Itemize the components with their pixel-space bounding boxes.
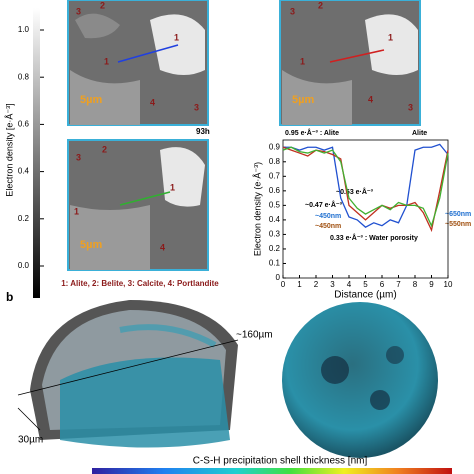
colorbar <box>33 8 40 298</box>
data-line <box>283 143 449 228</box>
phase-number: 4 <box>160 242 165 252</box>
phase-number: 1 <box>174 32 179 42</box>
y-tick-label: 0.8 <box>269 157 281 166</box>
phase-number: 2 <box>100 0 105 10</box>
scale-bar: 5µm <box>292 94 314 106</box>
y-axis-label: Electron density (e·Å⁻³) <box>252 162 262 256</box>
x-tick-label: 9 <box>429 280 434 289</box>
annotation: ~650nm <box>445 211 471 218</box>
colorbar-label: C-S-H precipitation shell thickness [nm] <box>193 456 368 467</box>
phase-number: 4 <box>150 97 155 107</box>
x-tick-label: 7 <box>396 280 401 289</box>
colorbar <box>92 468 452 474</box>
annotation: ~0.53 e·Å⁻³ <box>336 187 374 196</box>
phase-legend: 1: Alite, 2: Belite, 3: Calcite, 4: Port… <box>61 279 219 288</box>
depth-label: 30µm <box>18 435 43 446</box>
colorbar-tick-label: 0.0 <box>18 261 30 270</box>
annotation: ~0.47 e·Å⁻³ <box>305 200 343 209</box>
phase-number: 1 <box>300 56 305 66</box>
annotation: Alite <box>412 130 427 137</box>
render-3d <box>17 300 438 458</box>
annotation: 0.33 e·Å⁻³ : Water porosity <box>330 233 418 242</box>
x-tick-label: 3 <box>330 280 335 289</box>
y-tick-label: 0 <box>276 273 281 282</box>
x-axis-label: Distance (µm) <box>334 290 396 301</box>
y-tick-label: 0.3 <box>269 230 281 239</box>
y-tick-label: 0.5 <box>269 200 281 209</box>
y-tick-label: 0.4 <box>269 215 281 224</box>
phase-number: 4 <box>368 94 373 104</box>
x-tick-label: 8 <box>413 280 418 289</box>
x-tick-label: 2 <box>314 280 319 289</box>
micrograph: 3 2 1 1 4 5µm <box>67 139 209 271</box>
colorbar-tick-label: 0.4 <box>18 167 30 176</box>
y-tick-label: 0.6 <box>269 186 281 195</box>
micrograph: 3 2 1 1 4 3 5µm <box>279 0 421 126</box>
x-tick-label: 6 <box>380 280 385 289</box>
x-tick-label: 5 <box>363 280 368 289</box>
colorbar-tick-label: 0.6 <box>18 120 30 129</box>
colorbar-label: Electron density [e·Å⁻³] <box>4 103 14 196</box>
y-tick-label: 0.1 <box>269 259 281 268</box>
x-tick-label: 0 <box>281 280 286 289</box>
phase-number: 3 <box>76 6 81 16</box>
time-label: 93h <box>196 127 210 136</box>
diameter-label: ~160µm <box>236 330 273 341</box>
phase-number: 3 <box>408 102 413 112</box>
x-tick-label: 1 <box>297 280 302 289</box>
phase-number: 1 <box>74 206 79 216</box>
y-tick-label: 0.9 <box>269 142 281 151</box>
phase-number: 1 <box>170 182 175 192</box>
phase-number: 1 <box>104 56 109 66</box>
annotation: ~450nm <box>315 223 341 230</box>
annotation: 0.95 e·Å⁻³ : Alite <box>285 128 339 137</box>
colorbar-tick-label: 1.0 <box>18 25 30 34</box>
y-tick-label: 0.2 <box>269 244 281 253</box>
data-line <box>282 146 449 228</box>
micrograph: 3 2 1 1 4 3 5µm <box>67 0 209 126</box>
phase-number: 3 <box>290 6 295 16</box>
phase-number: 2 <box>102 144 107 154</box>
scale-bar: 5µm <box>80 239 102 251</box>
x-tick-label: 4 <box>347 280 352 289</box>
phase-number: 3 <box>194 102 199 112</box>
x-tick-label: 10 <box>444 280 453 289</box>
annotation: ~550nm <box>445 221 471 228</box>
colorbar-tick-label: 0.2 <box>18 214 30 223</box>
y-tick-label: 0.7 <box>269 171 281 180</box>
phase-number: 2 <box>318 0 323 10</box>
annotation: ~450nm <box>315 213 341 220</box>
scale-bar: 5µm <box>80 94 102 106</box>
data-line <box>282 146 449 233</box>
panel-label: b <box>6 290 13 304</box>
phase-number: 1 <box>388 32 393 42</box>
colorbar-tick-label: 0.8 <box>18 72 30 81</box>
phase-number: 3 <box>76 152 81 162</box>
